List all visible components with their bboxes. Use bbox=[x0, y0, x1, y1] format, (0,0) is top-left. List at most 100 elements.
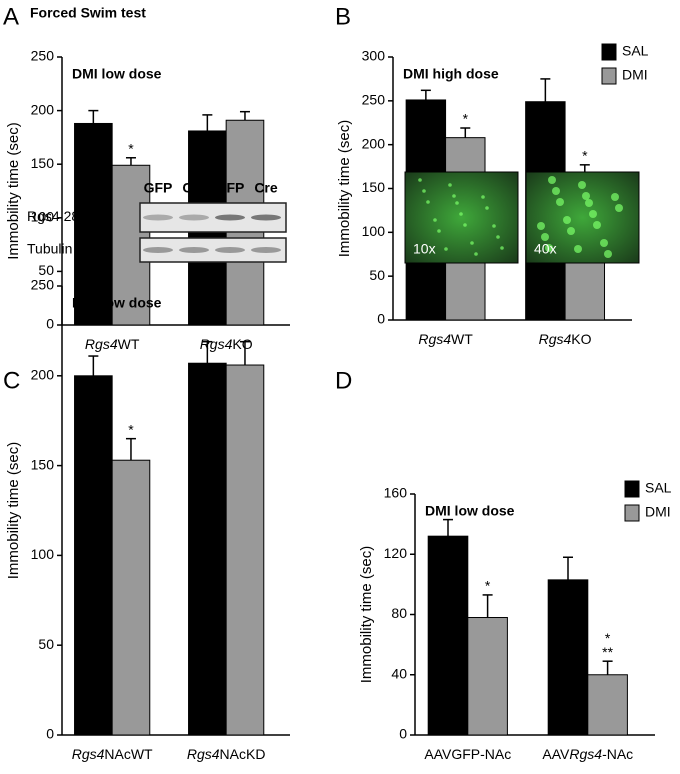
cell bbox=[463, 223, 467, 227]
y-tick-label: 0 bbox=[46, 726, 54, 742]
cell bbox=[567, 227, 575, 235]
y-tick-label: 100 bbox=[31, 209, 55, 225]
panel-letter: D bbox=[335, 367, 352, 394]
x-tick-label-part: Rgs4 bbox=[569, 746, 602, 762]
y-tick-label: 50 bbox=[38, 636, 54, 652]
cell bbox=[589, 210, 597, 218]
y-tick-label: 300 bbox=[362, 48, 386, 64]
cell bbox=[563, 216, 571, 224]
cell bbox=[548, 176, 556, 184]
cell bbox=[541, 233, 549, 241]
blot-lane-label: Cre bbox=[182, 180, 206, 196]
x-tick-label-part: Rgs4 bbox=[187, 746, 220, 762]
y-tick-label: 200 bbox=[31, 367, 55, 383]
x-tick-label-part: WT bbox=[451, 331, 473, 347]
blot-band bbox=[215, 214, 245, 221]
cell bbox=[585, 199, 593, 207]
bar bbox=[427, 535, 469, 736]
legend-swatch bbox=[601, 67, 617, 85]
legend-label: SAL bbox=[645, 480, 672, 496]
blot-row-label: Tubulin 55kD bbox=[27, 241, 109, 257]
cell bbox=[455, 201, 459, 205]
y-tick-label: 160 bbox=[384, 485, 408, 501]
blot-band bbox=[251, 247, 281, 253]
x-tick-label-part: -NAc bbox=[602, 746, 633, 762]
cell bbox=[545, 244, 553, 252]
blot-band bbox=[215, 247, 245, 253]
y-tick-label: 120 bbox=[384, 545, 408, 561]
x-tick-label: AAVGFP-NAc bbox=[424, 746, 511, 762]
y-tick-label: 0 bbox=[377, 311, 385, 327]
bar bbox=[111, 459, 151, 736]
y-tick-label: 250 bbox=[362, 92, 386, 108]
cell bbox=[474, 252, 478, 256]
cell bbox=[582, 192, 590, 200]
chart-title: Forced Swim test bbox=[30, 5, 146, 21]
y-tick-label: 50 bbox=[369, 267, 385, 283]
legend-label: DMI bbox=[622, 67, 648, 83]
y-tick-label: 150 bbox=[31, 155, 55, 171]
significance-marker: * bbox=[128, 421, 134, 437]
y-tick-label: 150 bbox=[362, 179, 386, 195]
cell bbox=[537, 222, 545, 230]
blot-lane-label: Cre bbox=[254, 180, 278, 196]
micrograph-label: 40x bbox=[534, 241, 557, 257]
cell bbox=[600, 239, 608, 247]
significance-marker: ** bbox=[602, 644, 613, 660]
y-axis-label: Immobility time (sec) bbox=[5, 122, 22, 260]
x-tick-label-part: Rgs4 bbox=[539, 331, 572, 347]
x-tick-label-part: Rgs4 bbox=[72, 746, 105, 762]
cell bbox=[578, 181, 586, 189]
cell bbox=[500, 246, 504, 250]
significance-marker: * bbox=[605, 630, 611, 646]
bar bbox=[587, 674, 628, 736]
cell bbox=[470, 241, 474, 245]
y-tick-label: 0 bbox=[46, 316, 54, 332]
significance-marker: * bbox=[485, 578, 491, 594]
blot-band bbox=[251, 214, 281, 221]
cell bbox=[492, 224, 496, 228]
subtitle: DMI high dose bbox=[403, 66, 499, 82]
cell bbox=[552, 187, 560, 195]
subtitle: DMI low dose bbox=[72, 295, 162, 311]
legend-label: DMI bbox=[645, 504, 671, 520]
x-tick-label-part: Rgs4 bbox=[200, 336, 233, 352]
x-tick-label-part: NAcKD bbox=[220, 746, 266, 762]
x-tick-label-part: AAVGFP-NAc bbox=[424, 746, 511, 762]
cell bbox=[448, 183, 452, 187]
y-tick-label: 80 bbox=[391, 605, 407, 621]
x-tick-label-part: Rgs4 bbox=[85, 336, 118, 352]
x-tick-label-part: Rgs4 bbox=[418, 331, 451, 347]
significance-marker: * bbox=[128, 140, 134, 156]
y-axis-label: Immobility time (sec) bbox=[5, 442, 22, 580]
y-tick-label: 250 bbox=[31, 48, 55, 64]
cell bbox=[426, 200, 430, 204]
cell bbox=[574, 245, 582, 253]
micrograph-label: 10x bbox=[413, 241, 436, 257]
panel-letter: A bbox=[3, 3, 19, 30]
bar bbox=[547, 579, 589, 736]
legend-swatch bbox=[624, 504, 640, 522]
cell bbox=[593, 221, 601, 229]
y-tick-label: 0 bbox=[399, 726, 407, 742]
significance-marker: * bbox=[463, 111, 469, 127]
blot-band bbox=[179, 247, 209, 253]
panel-letter: B bbox=[335, 3, 351, 30]
cell bbox=[481, 195, 485, 199]
y-axis-label: Immobility time (sec) bbox=[336, 120, 353, 258]
blot-band bbox=[143, 214, 173, 221]
panel-letter: C bbox=[3, 367, 20, 394]
x-tick-label-part: WT bbox=[118, 336, 140, 352]
cell bbox=[496, 235, 500, 239]
x-tick-label-part: KO bbox=[571, 331, 591, 347]
x-tick-label-part: KO bbox=[232, 336, 252, 352]
cell bbox=[437, 229, 441, 233]
y-tick-label: 150 bbox=[31, 456, 55, 472]
x-tick-label: AAVRgs4-NAc bbox=[542, 746, 633, 762]
cell bbox=[433, 218, 437, 222]
subtitle: DMI low dose bbox=[425, 503, 515, 519]
y-tick-label: 50 bbox=[38, 262, 54, 278]
y-axis-label: Immobility time (sec) bbox=[358, 546, 375, 684]
cell bbox=[556, 198, 564, 206]
x-tick-label: Rgs4WT bbox=[85, 336, 140, 352]
